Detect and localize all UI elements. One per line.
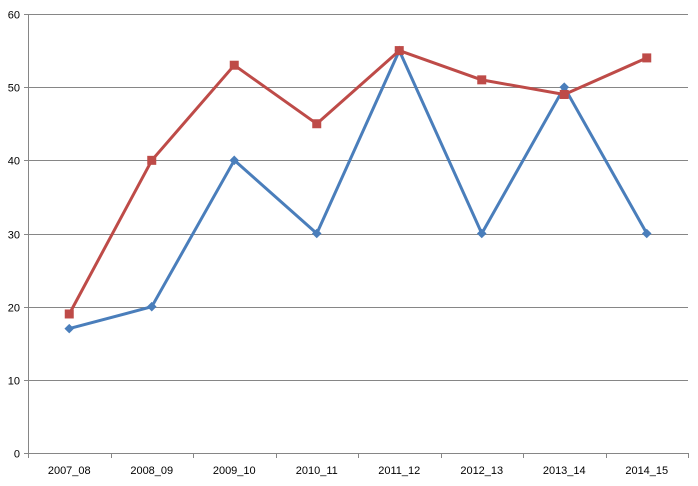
series-2-line	[67, 49, 649, 316]
gridlines	[28, 14, 688, 381]
series-1-point	[64, 323, 75, 334]
series-2	[64, 46, 652, 319]
series-1-point	[641, 228, 652, 239]
series-2-point	[229, 60, 239, 70]
series-1-line	[67, 49, 649, 331]
y-axis-tick-labels: 0 10 20 30 40 50 60	[8, 10, 20, 461]
series-1-point	[559, 82, 570, 92]
series-1-point	[311, 228, 322, 239]
series-2-point	[559, 89, 569, 99]
series-1	[64, 45, 652, 334]
series-2-point	[147, 155, 157, 165]
x-tick-label: 2014_15	[625, 465, 668, 477]
y-tick-label: 60	[8, 10, 20, 22]
series-1-point	[229, 155, 240, 166]
y-tick-label: 0	[14, 449, 20, 461]
x-tick-label: 2010_11	[296, 465, 338, 477]
x-tick-label: 2008_09	[130, 465, 173, 477]
y-tick-label: 20	[8, 303, 20, 315]
series-2-point	[642, 53, 652, 63]
x-tick-label: 2007_08	[48, 465, 91, 477]
x-tick-label: 2013_14	[543, 465, 586, 477]
x-tick-label: 2012_13	[460, 465, 503, 477]
series-2-point	[394, 46, 404, 56]
series-2-point	[312, 119, 322, 129]
series-1-point	[146, 301, 157, 312]
y-tick-label: 30	[8, 230, 20, 242]
axes	[24, 14, 689, 458]
series-1-point	[476, 228, 487, 239]
x-tick-label: 2011_12	[378, 465, 420, 477]
x-tick-label: 2009_10	[213, 465, 256, 477]
y-tick-label: 10	[8, 376, 20, 388]
y-tick-label: 40	[8, 156, 20, 168]
series-2-point	[477, 75, 487, 85]
x-axis-tick-labels: 2007_08 2008_09 2009_10 2010_11 2011_12 2012_…	[48, 465, 668, 477]
series-group	[64, 45, 652, 334]
y-tick-label: 50	[8, 83, 20, 95]
series-2-point	[64, 309, 74, 319]
